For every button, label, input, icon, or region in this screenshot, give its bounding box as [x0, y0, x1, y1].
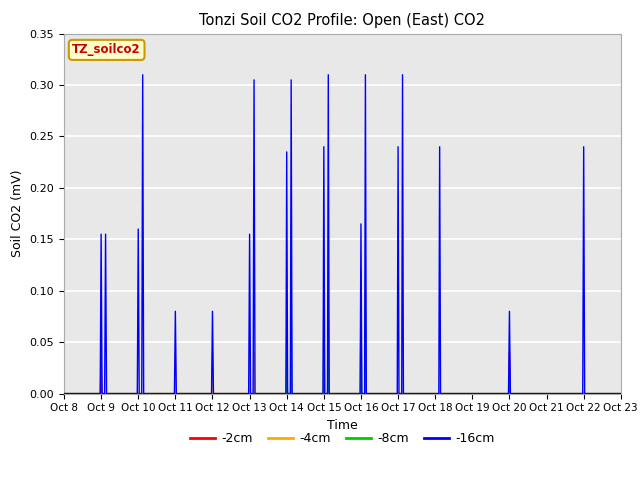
- X-axis label: Time: Time: [327, 419, 358, 432]
- Text: TZ_soilco2: TZ_soilco2: [72, 43, 141, 56]
- Title: Tonzi Soil CO2 Profile: Open (East) CO2: Tonzi Soil CO2 Profile: Open (East) CO2: [200, 13, 485, 28]
- Y-axis label: Soil CO2 (mV): Soil CO2 (mV): [11, 170, 24, 257]
- Legend: -2cm, -4cm, -8cm, -16cm: -2cm, -4cm, -8cm, -16cm: [186, 427, 499, 450]
